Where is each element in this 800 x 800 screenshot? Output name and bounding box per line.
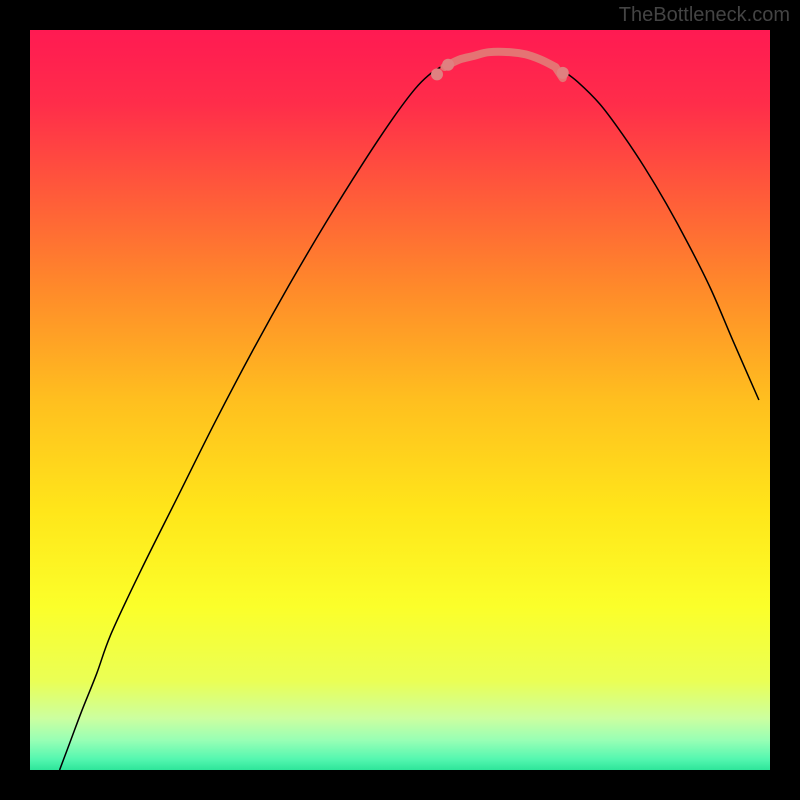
- chart-svg: [30, 30, 770, 770]
- highlight-marker: [431, 68, 443, 80]
- plot-area: [30, 30, 770, 770]
- chart-container: TheBottleneck.com: [0, 0, 800, 800]
- background-rect: [30, 30, 770, 770]
- highlight-marker: [557, 67, 569, 79]
- highlight-marker: [442, 59, 454, 71]
- watermark-text: TheBottleneck.com: [619, 4, 790, 27]
